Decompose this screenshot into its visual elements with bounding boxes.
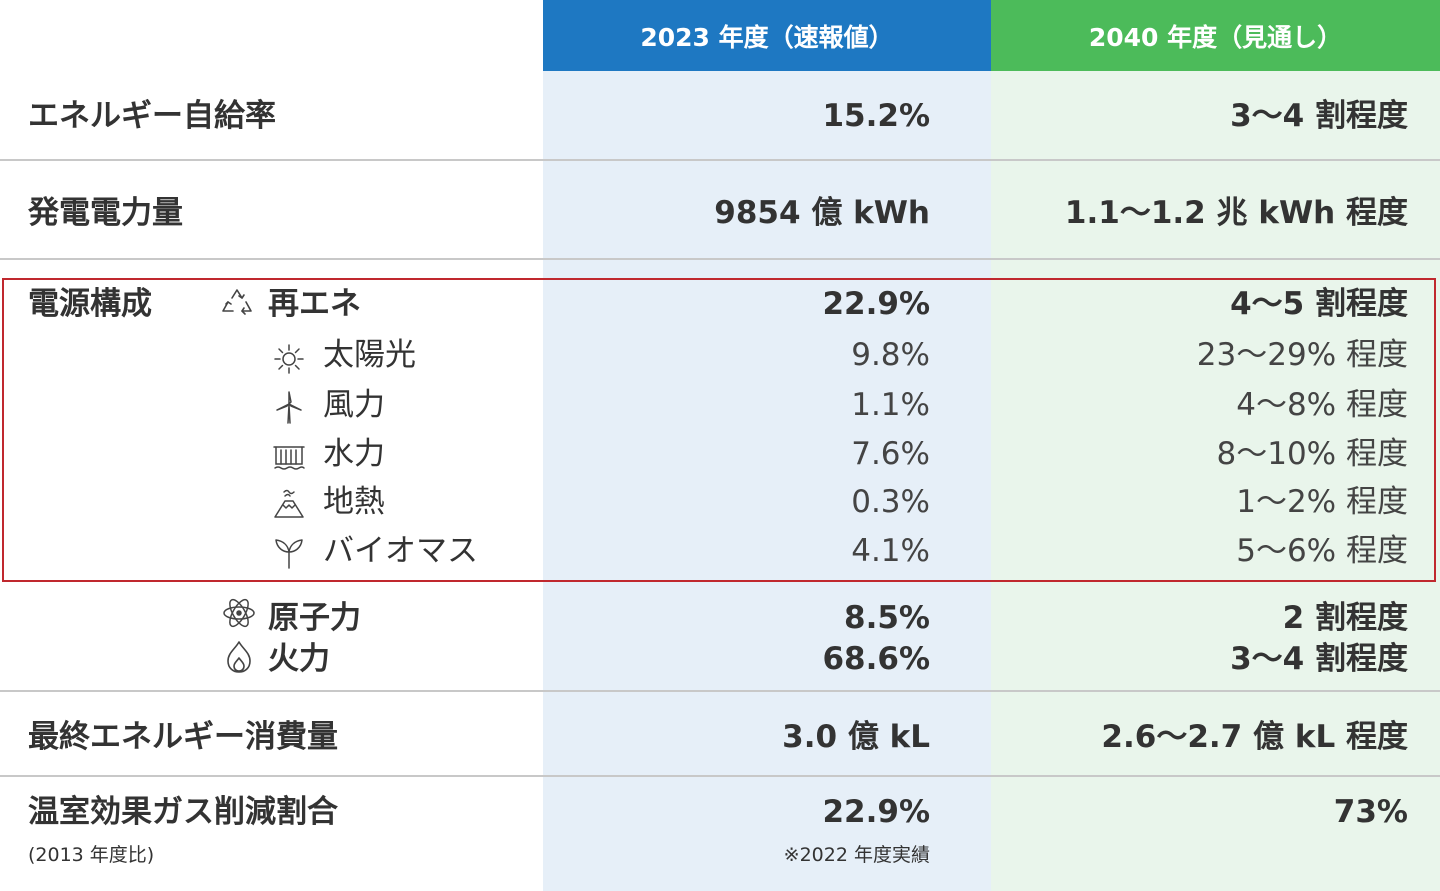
value-2023-renewable: 22.9%	[822, 286, 930, 322]
value-2040-renewable: 4～5 割程度	[1230, 286, 1408, 322]
value-2023-biomass: 4.1%	[851, 533, 930, 569]
value-2040-nuclear: 2 割程度	[1282, 600, 1408, 636]
mix-label-renewable: 再エネ	[268, 286, 361, 322]
row-divider	[0, 258, 1440, 260]
atom-icon	[222, 596, 256, 630]
value-2023-solar: 9.8%	[851, 337, 930, 373]
value-2040-self-sufficiency: 3～4 割程度	[1230, 98, 1408, 134]
value-2023-final-consumption: 3.0 億 kL	[782, 719, 930, 755]
value-2040-geothermal: 1～2% 程度	[1236, 484, 1408, 520]
mix-label-wind: 風力	[323, 387, 385, 423]
sun-icon	[272, 342, 306, 376]
row-divider	[0, 690, 1440, 692]
value-2040-wind: 4～8% 程度	[1236, 387, 1408, 423]
column-2023-background	[543, 71, 991, 891]
mix-label-nuclear: 原子力	[268, 600, 361, 636]
row-label-final-consumption: 最終エネルギー消費量	[28, 719, 338, 755]
value-2040-biomass: 5～6% 程度	[1236, 533, 1408, 569]
volcano-icon	[272, 486, 306, 520]
row-label-generation: 発電電力量	[28, 195, 183, 231]
row-divider	[0, 159, 1440, 161]
row-sublabel-ghg: (2013 年度比)	[28, 844, 155, 866]
value-2023-nuclear: 8.5%	[844, 600, 930, 636]
row-label-self-sufficiency: エネルギー自給率	[28, 98, 276, 134]
value-2023-hydro: 7.6%	[851, 436, 930, 472]
row-divider	[0, 775, 1440, 777]
value-2023-self-sufficiency: 15.2%	[822, 98, 930, 134]
note-2023-ghg: ※2022 年度実績	[783, 844, 930, 866]
value-2023-thermal: 68.6%	[822, 641, 930, 677]
column-2040-background	[991, 71, 1440, 891]
row-label-ghg: 温室効果ガス削減割合	[28, 794, 338, 830]
value-2040-final-consumption: 2.6～2.7 億 kL 程度	[1101, 719, 1408, 755]
value-2023-ghg: 22.9%	[822, 794, 930, 830]
flame-icon	[222, 640, 256, 674]
wind-turbine-icon	[272, 390, 306, 424]
value-2040-ghg: 73%	[1333, 794, 1408, 830]
header-2023: 2023 年度（速報値）	[543, 0, 991, 71]
recycle-icon	[220, 286, 254, 320]
value-2040-hydro: 8～10% 程度	[1216, 436, 1408, 472]
value-2040-thermal: 3～4 割程度	[1230, 641, 1408, 677]
header-2040: 2040 年度（見通し）	[991, 0, 1440, 71]
sprout-icon	[272, 536, 306, 570]
value-2040-solar: 23～29% 程度	[1196, 337, 1408, 373]
value-2023-wind: 1.1%	[851, 387, 930, 423]
mix-label-geothermal: 地熱	[323, 484, 385, 520]
value-2040-generation: 1.1～1.2 兆 kWh 程度	[1064, 195, 1408, 231]
mix-label-biomass: バイオマス	[323, 533, 478, 569]
row-label-power-mix: 電源構成	[28, 286, 152, 322]
value-2023-generation: 9854 億 kWh	[714, 195, 930, 231]
mix-label-thermal: 火力	[268, 641, 330, 677]
mix-label-solar: 太陽光	[323, 337, 416, 373]
renewables-highlight-box	[2, 278, 1436, 582]
dam-icon	[272, 440, 306, 474]
value-2023-geothermal: 0.3%	[851, 484, 930, 520]
mix-label-hydro: 水力	[323, 436, 385, 472]
